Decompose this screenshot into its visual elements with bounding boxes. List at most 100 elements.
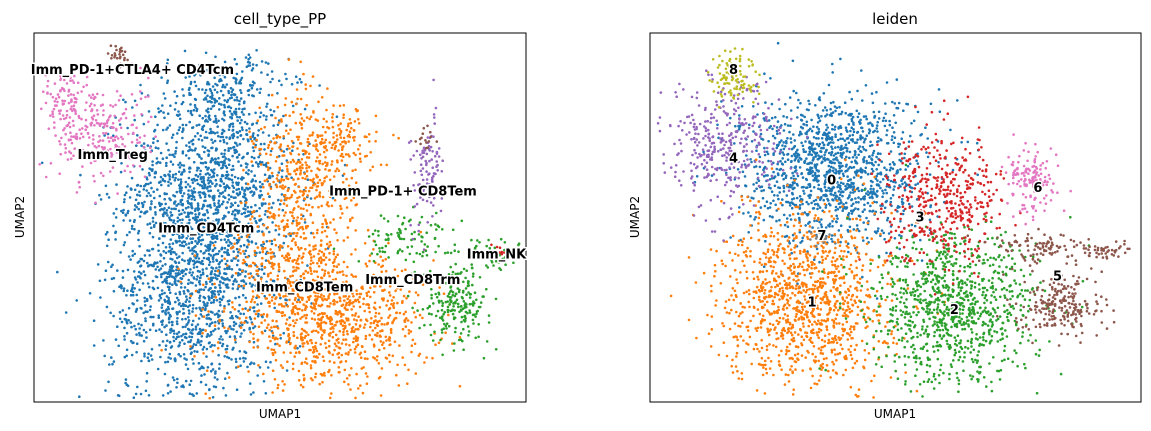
data-point: [304, 186, 308, 189]
data-point: [75, 191, 79, 194]
data-point: [355, 372, 358, 376]
data-point: [185, 336, 188, 340]
data-point: [329, 302, 332, 305]
data-point: [184, 123, 188, 127]
data-point: [191, 178, 195, 181]
data-point: [302, 207, 305, 211]
data-point: [286, 189, 290, 193]
data-point: [121, 211, 125, 215]
cluster-label: Imm_PD-1+ CD8Tem: [329, 185, 477, 200]
data-point: [130, 227, 134, 230]
data-point: [92, 319, 96, 323]
data-point: [249, 306, 252, 309]
data-point: [110, 136, 113, 139]
data-point: [114, 54, 117, 57]
data-point: [151, 279, 155, 283]
data-point: [108, 170, 112, 173]
data-point: [198, 327, 202, 331]
data-point: [241, 307, 244, 311]
data-point: [192, 160, 196, 164]
data-point: [458, 335, 462, 339]
data-point: [237, 204, 240, 207]
data-point: [351, 313, 354, 317]
data-point: [424, 159, 428, 163]
data-point: [213, 273, 216, 276]
data-point: [285, 164, 289, 168]
data-point: [107, 380, 110, 384]
data-point: [268, 230, 271, 234]
data-point: [441, 304, 444, 308]
data-point: [168, 301, 171, 304]
data-point: [271, 174, 274, 178]
data-point: [172, 207, 176, 211]
data-point: [248, 382, 252, 385]
data-point: [209, 286, 212, 290]
data-point: [55, 104, 58, 107]
data-point: [265, 240, 269, 243]
data-point: [161, 128, 165, 132]
data-point: [330, 146, 334, 150]
data-point: [133, 204, 137, 207]
data-point: [273, 217, 276, 220]
data-point: [281, 254, 284, 258]
data-point: [284, 197, 287, 200]
data-point: [307, 165, 311, 169]
data-point: [175, 94, 179, 98]
data-point: [206, 179, 210, 182]
data-point: [206, 317, 210, 320]
data-point: [84, 118, 88, 122]
data-point: [215, 99, 219, 103]
data-point: [118, 47, 122, 51]
data-point: [169, 238, 173, 241]
data-point: [399, 288, 403, 291]
data-point: [187, 205, 190, 209]
data-point: [162, 214, 165, 218]
data-point: [238, 350, 242, 353]
data-point: [240, 332, 243, 335]
data-point: [342, 239, 346, 242]
data-point: [282, 202, 286, 205]
data-point: [226, 100, 229, 103]
data-point: [236, 211, 240, 215]
data-point: [105, 124, 109, 128]
data-point: [124, 378, 128, 381]
data-point: [321, 297, 324, 301]
data-point: [250, 225, 254, 229]
data-point: [349, 388, 352, 391]
data-point: [203, 373, 206, 376]
data-point: [188, 170, 191, 174]
data-point: [199, 250, 203, 253]
data-point: [233, 151, 237, 155]
data-point: [276, 383, 280, 387]
data-point: [204, 308, 207, 312]
data-point: [284, 129, 288, 132]
data-point: [263, 148, 266, 151]
data-point: [146, 310, 149, 314]
data-point: [96, 113, 100, 116]
data-point: [209, 189, 213, 192]
data-point: [338, 370, 341, 374]
data-point: [80, 90, 83, 93]
data-point: [273, 306, 277, 310]
data-point: [198, 114, 201, 117]
data-point: [180, 212, 183, 216]
data-point: [298, 300, 302, 304]
cluster-label: Imm_PD-1+CTLA4+ CD4Tcm: [31, 63, 234, 78]
data-point: [167, 288, 171, 292]
data-point: [454, 292, 458, 296]
data-point: [135, 205, 138, 209]
data-point: [301, 385, 305, 389]
data-point: [305, 331, 308, 334]
data-point: [234, 357, 238, 361]
data-point: [299, 173, 302, 176]
data-point: [308, 348, 311, 352]
data-point: [213, 376, 217, 379]
data-point: [464, 276, 467, 280]
data-point: [321, 373, 325, 376]
data-point: [144, 389, 148, 393]
data-point: [322, 150, 326, 154]
data-point: [281, 184, 285, 187]
data-point: [341, 270, 344, 273]
data-point: [294, 304, 297, 308]
data-point: [300, 327, 304, 331]
